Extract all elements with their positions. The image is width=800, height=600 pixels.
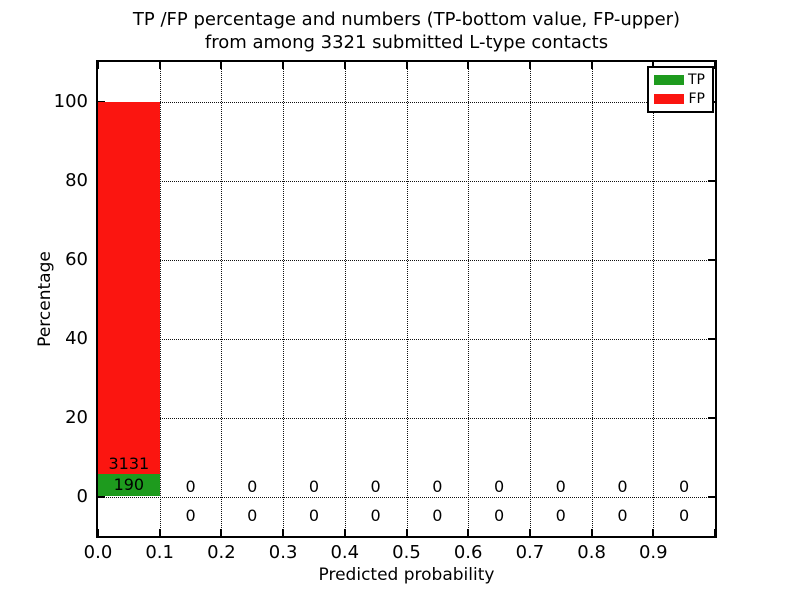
x-tick-mark [528,529,531,536]
x-tick-mark [220,62,223,69]
bar-segment-fp [98,101,160,474]
x-tick-label: 0.8 [577,542,606,563]
tp-count-label: 0 [370,506,381,526]
x-gridline [653,62,655,536]
x-tick-mark [467,62,470,69]
y-tick-label: 100 [53,90,88,112]
x-tick-mark [282,529,285,536]
y-tick-label: 80 [65,169,88,191]
y-gridline [98,180,715,182]
y-tick-mark [708,258,715,261]
fp-count-label: 0 [493,477,505,497]
tp-count-label: 0 [432,506,443,526]
y-tick-mark [708,337,715,340]
x-tick-mark [467,529,470,536]
fp-legend-swatch-icon [654,93,684,104]
chart-title-line-1: TP /FP percentage and numbers (TP-bottom… [132,9,681,30]
x-tick-mark [652,62,655,69]
fp-count-label: 0 [555,477,566,497]
tp-count-label: 0 [617,506,628,526]
legend-item-tp: TP [654,72,707,88]
x-axis-label: Predicted probability [318,565,495,585]
x-tick-label: 0.2 [207,542,236,563]
tp-count-label: 0 [185,506,196,526]
fp-count-label: 0 [432,477,443,497]
x-gridline [221,62,223,536]
y-tick-label: 60 [65,248,88,270]
plot-area: TP FP 0.0 0.1 0.2 0.3 0.4 0.5 0.6 0.7 0.8 0.9 0 20 4… [54,60,717,563]
x-gridline [591,62,593,536]
tp-count-label: 190 [113,475,145,495]
x-gridline [159,62,161,536]
x-tick-mark [158,529,161,536]
y-tick-label: 20 [65,406,88,428]
fp-count-label: 0 [308,477,320,497]
y-tick-mark [708,495,715,498]
fp-count-label: 3131 [108,454,150,474]
x-tick-mark [528,62,531,69]
y-tick-mark [98,495,105,498]
tp-legend-label: TP [688,72,705,89]
bar-segment-tp [98,473,160,497]
y-tick-mark [708,179,715,182]
y-gridline [98,417,715,419]
x-tick-mark [343,62,346,69]
legend: TP FP [647,66,714,113]
tp-count-label: 0 [308,506,320,526]
x-gridline [406,62,408,536]
chart-title-line-2: from among 3321 submitted L-type contact… [204,32,609,53]
y-gridline [98,338,715,340]
fp-count-label: 0 [370,477,381,497]
x-tick-mark [590,529,593,536]
x-gridline [529,62,531,536]
x-tick-mark [97,62,99,69]
x-tick-label: 0.1 [145,542,174,563]
x-tick-mark [714,529,716,536]
fp-count-label: 0 [679,477,690,497]
tp-count-label: 0 [555,506,566,526]
tp-legend-swatch-icon [654,75,684,86]
fp-legend-label: FP [688,90,706,107]
x-tick-mark [590,62,593,69]
x-tick-label: 0.3 [268,542,298,563]
x-tick-mark [343,529,346,536]
y-gridline [98,496,715,498]
x-gridline [283,62,285,536]
tp-count-label: 0 [679,506,690,526]
x-tick-mark [652,529,655,536]
fp-count-label: 0 [247,477,258,497]
x-tick-mark [220,529,223,536]
x-tick-label: 0.4 [330,542,360,563]
x-tick-mark [405,529,408,536]
x-tick-mark [405,62,408,69]
x-tick-label: 0.5 [392,542,421,563]
x-gridline [344,62,346,536]
x-tick-label: 0.0 [83,542,113,563]
x-gridline [468,62,470,536]
fp-count-label: 0 [617,477,628,497]
legend-item-fp: FP [654,91,707,107]
x-tick-mark [97,529,99,536]
x-tick-label: 0.6 [453,542,483,563]
y-tick-label: 0 [76,485,88,507]
x-tick-label: 0.9 [638,542,668,563]
y-tick-label: 40 [65,327,88,349]
fp-count-label: 0 [185,477,196,497]
y-gridline [98,101,715,103]
tp-count-label: 0 [493,506,505,526]
y-tick-mark [708,416,715,419]
x-tick-mark [282,62,285,69]
x-tick-mark [158,62,161,69]
x-tick-mark [714,62,716,69]
y-gridline [98,259,715,261]
x-tick-label: 0.7 [515,542,545,563]
tp-count-label: 0 [247,506,258,526]
